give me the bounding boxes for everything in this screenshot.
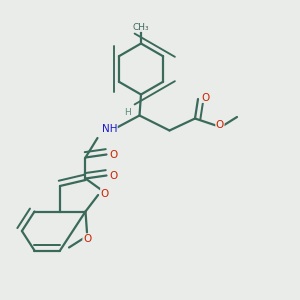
Text: H: H xyxy=(124,108,131,117)
Text: O: O xyxy=(83,234,91,244)
Text: O: O xyxy=(110,149,118,160)
Text: O: O xyxy=(110,170,118,181)
Text: O: O xyxy=(216,119,224,130)
Text: O: O xyxy=(100,188,109,199)
Text: O: O xyxy=(201,92,210,103)
Text: NH: NH xyxy=(102,124,117,134)
Text: CH₃: CH₃ xyxy=(133,22,149,32)
